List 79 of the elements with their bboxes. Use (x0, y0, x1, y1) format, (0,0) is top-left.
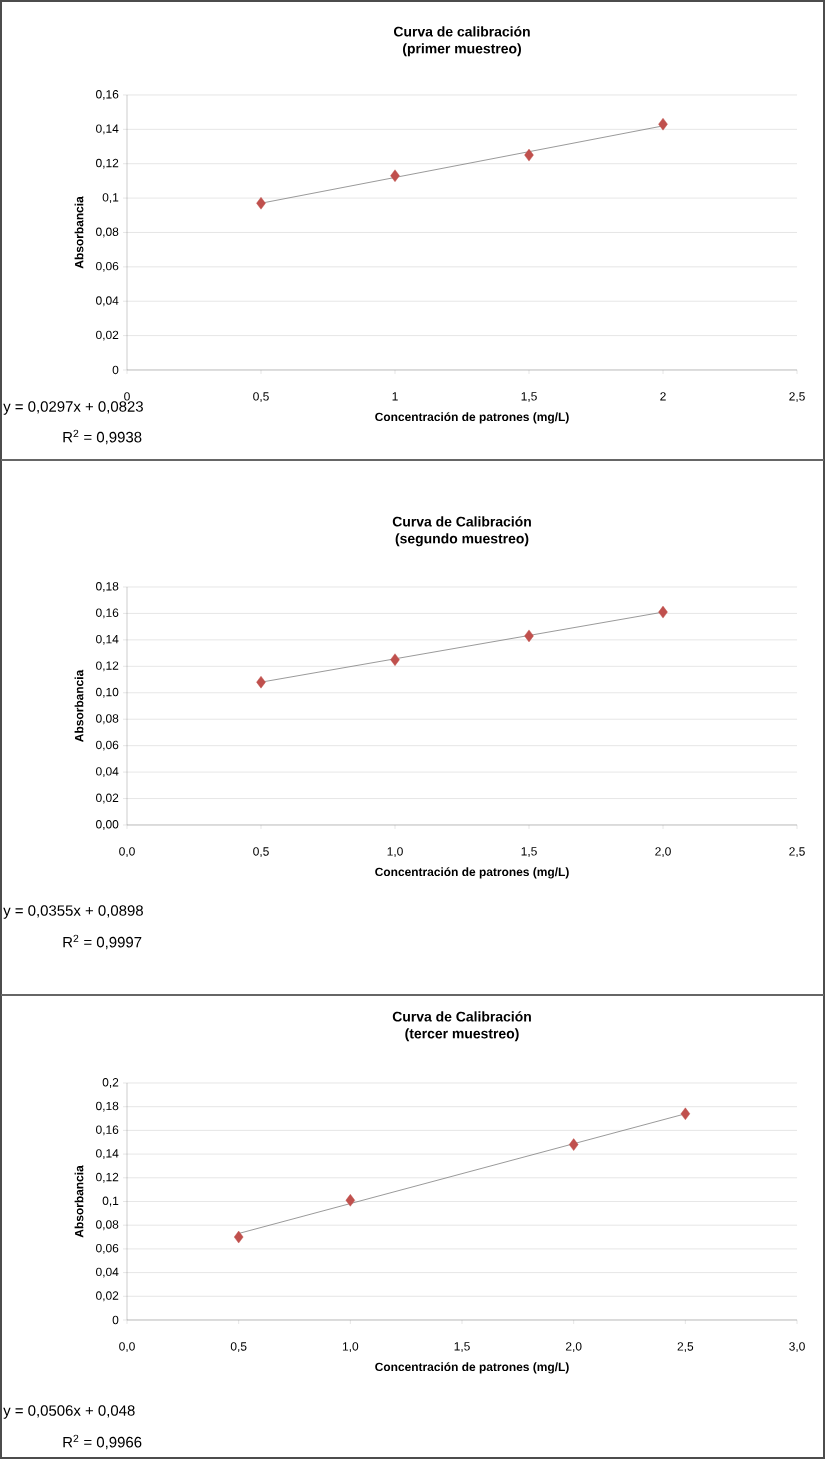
y-tick-label: 0,02 (96, 330, 119, 341)
text: R$^{2}$ = 0,9938 (63, 429, 142, 445)
x-tick-label: 2 (660, 392, 666, 401)
y-tick-label: 0,06 (96, 740, 119, 751)
y-tick-label: 0,02 (96, 793, 119, 804)
x-tick-label: 2,5 (789, 392, 805, 403)
point (390, 169, 400, 182)
y-tick-label: 0,08 (96, 227, 119, 238)
x-tick-label: 2,0 (565, 1342, 582, 1353)
y-tick-label: 0,1 (102, 1196, 119, 1207)
chart-title: Curva de Calibración (392, 516, 531, 527)
x-tick-label: 1,0 (342, 1342, 359, 1353)
x-axis-title: Concentración de patrones (mg/L) (375, 412, 569, 424)
x-tick-label: 0,5 (253, 392, 269, 403)
y-tick-label: 0,02 (96, 1291, 119, 1302)
text: R$^{2}$ = 0,9997 (63, 934, 142, 950)
x-tick-label: 1,5 (521, 847, 537, 857)
x-tick-label: 0,0 (119, 1342, 135, 1353)
point (233, 1230, 244, 1244)
y-axis-title: Absorbancia (74, 196, 84, 269)
y-tick-label: 0,06 (96, 1243, 119, 1254)
y-tick-label: 0 (112, 365, 119, 375)
y-tick-label: 0,06 (96, 261, 119, 272)
y-tick-label: 0,18 (96, 1101, 119, 1112)
chart-subtitle: (primer muestreo) (403, 43, 521, 57)
x-tick-label: 1,5 (454, 1342, 470, 1352)
y-tick-label: 0,12 (96, 661, 119, 672)
x-axis-title: Concentración de patrones (mg/L) (375, 1362, 569, 1374)
y-tick-label: 0 (112, 1315, 119, 1325)
y-axis-title: Absorbancia (74, 1165, 84, 1238)
chart-title: Curva de calibración (393, 26, 530, 37)
y-tick-label: 0,16 (96, 1125, 119, 1136)
y-tick-label: 0,2 (102, 1078, 119, 1088)
y-tick-label: 0,08 (96, 1220, 119, 1231)
x-tick-label: 0,5 (253, 847, 269, 858)
point (658, 117, 668, 131)
x-tick-label: 2,5 (789, 847, 805, 858)
y-tick-label: 0,04 (96, 1267, 119, 1278)
chart-subtitle: (tercer muestreo) (405, 1028, 519, 1042)
text: R$^{2}$ = 0,9966 (63, 1434, 142, 1450)
y-tick-label: 0,04 (96, 296, 119, 307)
point (256, 675, 266, 689)
chart-title: Curva de Calibración (392, 1011, 531, 1022)
text: y = 0,0297x + 0,0823 (3, 401, 143, 415)
point (568, 1138, 579, 1151)
x-tick-label: 3,0 (789, 1342, 805, 1353)
x-axis-title: Concentración de patrones (mg/L) (375, 867, 569, 879)
x-tick-label: 1 (392, 392, 398, 401)
y-tick-label: 0,14 (96, 124, 119, 135)
y-tick-label: 0,16 (96, 90, 119, 100)
y-axis-title: Absorbancia (74, 669, 84, 742)
y-tick-label: 0,10 (96, 687, 119, 698)
text: y = 0,0506x + 0,048 (3, 1405, 135, 1419)
y-tick-label: 0,08 (96, 714, 119, 725)
y-tick-label: 0,04 (96, 767, 119, 778)
y-tick-label: 0,16 (96, 608, 119, 619)
y-tick-label: 0,14 (96, 1149, 119, 1160)
point (524, 148, 534, 162)
x-tick-label: 0 (124, 392, 130, 401)
y-tick-label: 0,14 (96, 634, 119, 645)
y-tick-label: 0,12 (96, 1172, 119, 1183)
point (658, 605, 668, 619)
y-tick-label: 0,18 (96, 582, 119, 592)
y-tick-label: 0,1 (102, 193, 119, 204)
x-tick-label: 2,0 (655, 847, 671, 858)
point (524, 629, 534, 643)
y-tick-label: 0,00 (96, 820, 119, 830)
x-tick-label: 0,0 (119, 847, 135, 858)
x-tick-label: 0,5 (230, 1342, 247, 1353)
x-tick-label: 1,5 (521, 392, 537, 402)
point (345, 1194, 356, 1207)
point (680, 1107, 691, 1120)
text: y = 0,0355x + 0,0898 (3, 905, 143, 919)
point (390, 653, 400, 666)
point (256, 197, 266, 210)
x-tick-label: 1,0 (387, 847, 403, 858)
chart-subtitle: (segundo muestreo) (395, 533, 529, 547)
y-tick-label: 0,12 (96, 158, 119, 169)
x-tick-label: 2,5 (677, 1342, 694, 1353)
